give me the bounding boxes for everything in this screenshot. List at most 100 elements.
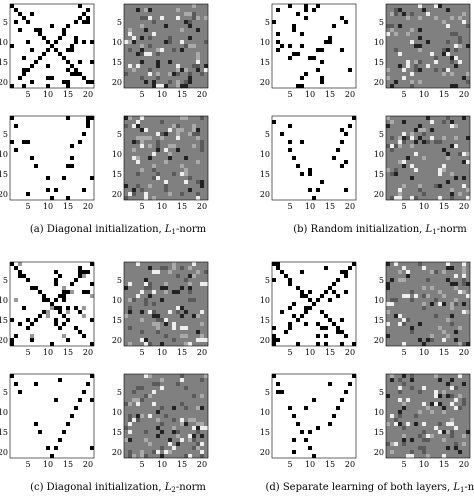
matrix-cell bbox=[42, 52, 46, 56]
matrix-cell bbox=[184, 422, 188, 426]
matrix-cell bbox=[184, 334, 188, 338]
matrix-cell bbox=[50, 76, 54, 80]
matrix-cell bbox=[18, 76, 22, 80]
matrix-cell bbox=[316, 322, 320, 326]
matrix-cell bbox=[164, 132, 168, 136]
matrix-cell bbox=[438, 140, 442, 144]
matrix-cell bbox=[192, 438, 196, 442]
x-tick-label: 10 bbox=[157, 348, 167, 357]
matrix-cell bbox=[188, 274, 192, 278]
x-tick-label: 10 bbox=[305, 202, 315, 211]
matrix-cell bbox=[188, 266, 192, 270]
matrix-cell bbox=[398, 414, 402, 418]
matrix-cell bbox=[458, 342, 462, 346]
matrix-cell bbox=[454, 32, 458, 36]
matrix-cell bbox=[156, 426, 160, 430]
matrix-cell bbox=[172, 446, 176, 450]
matrix-cell bbox=[288, 326, 292, 330]
matrix-cell bbox=[462, 442, 466, 446]
matrix-cell bbox=[272, 338, 276, 342]
matrix-cell bbox=[300, 44, 304, 48]
x-tick-label: 10 bbox=[43, 90, 53, 99]
matrix-cell bbox=[458, 450, 462, 454]
y-tick-label: 20 bbox=[112, 448, 122, 457]
matrix-cell bbox=[386, 302, 390, 306]
matrix-cell bbox=[462, 278, 466, 282]
matrix-cell bbox=[304, 406, 308, 410]
matrix-cell bbox=[180, 418, 184, 422]
matrix-cell bbox=[352, 116, 356, 120]
matrix-cell bbox=[418, 136, 422, 140]
matrix-cell bbox=[10, 262, 14, 266]
matrix-cell bbox=[124, 314, 128, 318]
matrix-cell bbox=[422, 128, 426, 132]
matrix-cell bbox=[144, 136, 148, 140]
y-tick-label: 20 bbox=[374, 448, 384, 457]
matrix-cell bbox=[438, 168, 442, 172]
matrix-cell bbox=[402, 426, 406, 430]
y-tick-label: 5 bbox=[3, 130, 8, 139]
matrix-cell bbox=[462, 20, 466, 24]
x-tick-label: 10 bbox=[43, 460, 53, 469]
matrix-cell bbox=[462, 152, 466, 156]
matrix-cell bbox=[398, 270, 402, 274]
matrix-cell bbox=[172, 426, 176, 430]
matrix-cell bbox=[188, 342, 192, 346]
matrix-cell bbox=[426, 116, 430, 120]
matrix-cell bbox=[140, 44, 144, 48]
matrix-cell bbox=[418, 44, 422, 48]
y-tick-label: 10 bbox=[0, 408, 8, 417]
matrix-cell bbox=[418, 446, 422, 450]
matrix-cell bbox=[10, 318, 14, 322]
matrix-cell bbox=[418, 28, 422, 32]
matrix-cell bbox=[152, 164, 156, 168]
matrix-cell bbox=[132, 454, 136, 458]
matrix-cell bbox=[352, 262, 356, 266]
x-tick-label: 15 bbox=[325, 90, 335, 99]
matrix-cell bbox=[54, 270, 58, 274]
y-tick-label: 10 bbox=[260, 150, 270, 159]
matrix-frame bbox=[123, 3, 209, 89]
y-tick-label: 10 bbox=[112, 408, 122, 417]
matrix-cell bbox=[340, 270, 344, 274]
matrix-cell bbox=[70, 290, 74, 294]
matrix-cell bbox=[54, 188, 58, 192]
matrix-cell bbox=[414, 64, 418, 68]
matrix-cell bbox=[144, 196, 148, 200]
matrix-cell bbox=[50, 24, 54, 28]
matrix-cell bbox=[414, 196, 418, 200]
x-tick-label: 20 bbox=[345, 90, 355, 99]
matrix-cell bbox=[90, 318, 94, 322]
matrix-cell bbox=[398, 64, 402, 68]
x-tick-label: 15 bbox=[325, 348, 335, 357]
matrix-cell bbox=[70, 164, 74, 168]
y-tick-label: 15 bbox=[0, 316, 8, 325]
matrix-cell bbox=[272, 334, 276, 338]
y-tick-label: 15 bbox=[112, 428, 122, 437]
matrix-cell bbox=[124, 124, 128, 128]
matrix-cell bbox=[454, 426, 458, 430]
matrix-cell bbox=[450, 418, 454, 422]
matrix-cell bbox=[288, 322, 292, 326]
matrix-cell bbox=[204, 426, 208, 430]
x-tick-label: 20 bbox=[459, 348, 469, 357]
matrix-cell bbox=[124, 196, 128, 200]
matrix-cell bbox=[184, 454, 188, 458]
matrix-cell bbox=[386, 334, 390, 338]
y-tick-label: 10 bbox=[0, 150, 8, 159]
x-tick-label: 5 bbox=[139, 90, 144, 99]
matrix-cell bbox=[422, 156, 426, 160]
matrix-cell bbox=[324, 266, 328, 270]
matrix-cell bbox=[164, 188, 168, 192]
matrix-cell bbox=[188, 44, 192, 48]
matrix-cell bbox=[144, 430, 148, 434]
matrix-cell bbox=[466, 282, 470, 286]
matrix-cell bbox=[140, 188, 144, 192]
matrix-cell bbox=[410, 84, 414, 88]
matrix-cell bbox=[82, 270, 86, 274]
caption: (c) Diagonal initialization, L2-norm bbox=[30, 482, 206, 494]
matrix-cell bbox=[390, 442, 394, 446]
matrix-cell bbox=[172, 322, 176, 326]
matrix-cell bbox=[386, 116, 390, 120]
matrix-cell bbox=[288, 56, 292, 60]
